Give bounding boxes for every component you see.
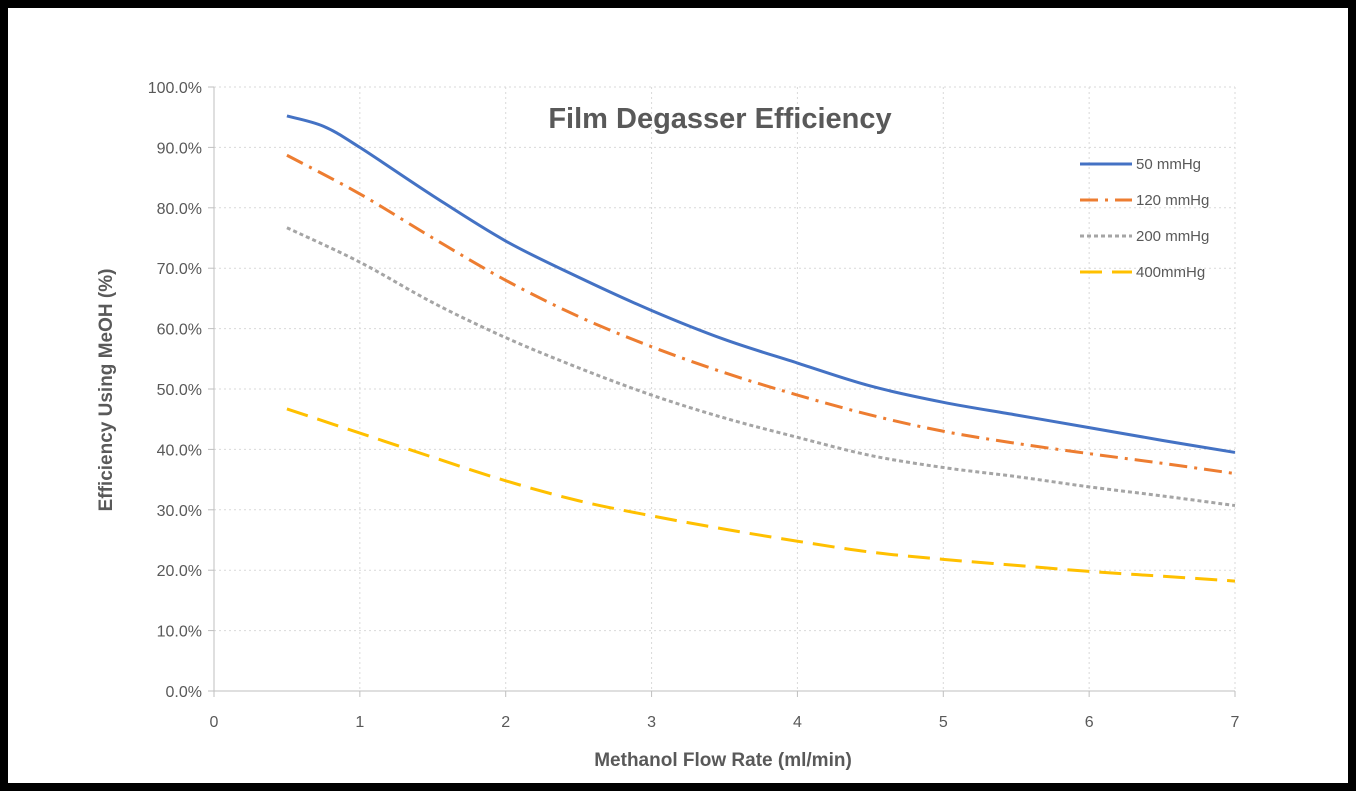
series-line-200-mmhg [286, 226, 1236, 508]
y-tick-label: 10.0% [157, 624, 202, 641]
y-tick-label: 70.0% [157, 261, 202, 278]
axes [208, 86, 1236, 697]
x-tick-label: 1 [355, 714, 364, 731]
legend-label: 120 mmHg [1136, 192, 1209, 209]
gridlines [214, 86, 1236, 691]
y-tick-label: 60.0% [157, 322, 202, 339]
y-tick-label: 50.0% [157, 382, 202, 399]
x-tick-label: 3 [647, 714, 656, 731]
y-tick-labels: 0.0% 10.0% 20.0% 30.0% 40.0% 50.0% 60.0% 70.0% 8… [148, 80, 202, 701]
legend-label: 200 mmHg [1136, 228, 1209, 245]
legend: 50 mmHg 120 mmHg 200 mmHg 400mmHg [1080, 156, 1209, 281]
series-line-120-mmhg [286, 153, 1236, 476]
legend-label: 400mmHg [1136, 264, 1205, 281]
y-tick-label: 20.0% [157, 563, 202, 580]
y-tick-label: 100.0% [148, 80, 202, 97]
x-axis-title: Methanol Flow Rate (ml/min) [594, 750, 852, 771]
x-tick-label: 0 [210, 714, 219, 731]
y-tick-label: 0.0% [166, 684, 202, 701]
x-tick-label: 2 [501, 714, 510, 731]
y-tick-label: 40.0% [157, 442, 202, 459]
x-tick-labels: 0 1 2 3 4 5 6 7 [210, 714, 1240, 731]
x-tick-label: 5 [939, 714, 948, 731]
y-tick-label: 90.0% [157, 140, 202, 157]
chart-title: Film Degasser Efficiency [548, 103, 891, 135]
series-lines [286, 114, 1236, 583]
x-tick-label: 4 [793, 714, 802, 731]
y-tick-label: 30.0% [157, 503, 202, 520]
y-tick-label: 80.0% [157, 201, 202, 218]
x-tick-label: 6 [1085, 714, 1094, 731]
legend-label: 50 mmHg [1136, 156, 1201, 173]
x-tick-label: 7 [1231, 714, 1240, 731]
series-line-50-mmhg [286, 114, 1236, 454]
series-line-400mmhg [286, 407, 1236, 583]
y-axis-title: Efficiency Using MeOH (%) [96, 269, 117, 512]
